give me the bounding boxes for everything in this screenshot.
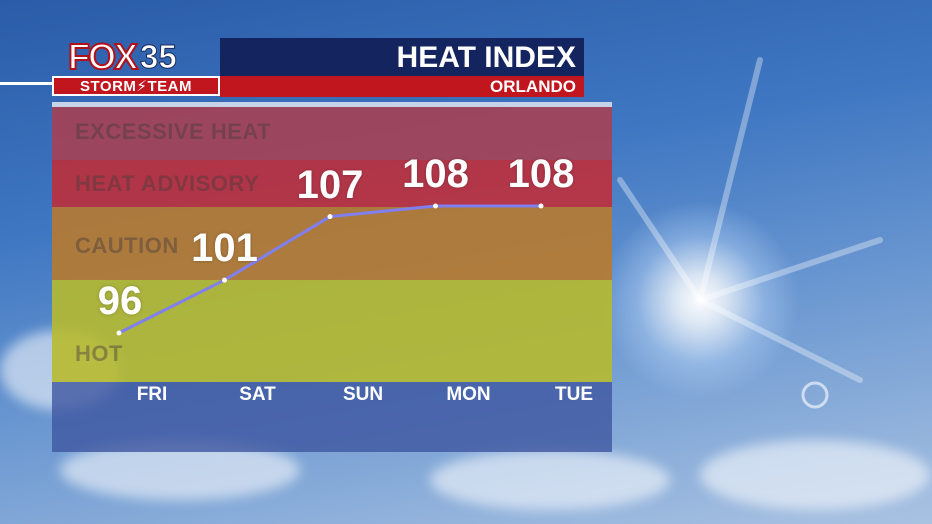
- accent-line: [0, 82, 52, 85]
- page-title: HEAT INDEX: [220, 38, 584, 76]
- band-label-excessive: EXCESSIVE HEAT: [75, 119, 272, 144]
- day-label-mon: MON: [446, 384, 491, 405]
- day-label-sun: SUN: [342, 384, 384, 405]
- storm-team-badge: STORM⚡TEAM: [52, 76, 220, 96]
- band-hot: [52, 280, 612, 382]
- day-label-tue: TUE: [555, 384, 593, 405]
- data-point-fri: [116, 330, 122, 336]
- location-label: ORLANDO: [220, 76, 584, 97]
- value-label-sun: 107: [296, 162, 364, 207]
- plot-area: [116, 203, 544, 336]
- band-label-caution: CAUTION: [75, 233, 179, 258]
- logo-number: 35: [140, 38, 178, 76]
- data-point-tue: [538, 203, 544, 209]
- value-label-tue: 108: [507, 152, 575, 196]
- chart-top-strip: [52, 102, 612, 107]
- value-label-sat: 101: [191, 226, 258, 271]
- heat-index-chart: EXCESSIVE HEAT HEAT ADVISORY CAUTION HOT…: [52, 107, 612, 452]
- day-label-fri: FRI: [136, 384, 168, 405]
- sun-glow: [600, 200, 800, 400]
- band-label-hot: HOT: [75, 341, 123, 366]
- data-point-sat: [222, 277, 227, 283]
- station-logo: FOX 35: [67, 36, 218, 77]
- data-point-mon: [433, 203, 438, 209]
- band-label-advisory: HEAT ADVISORY: [75, 171, 260, 196]
- header-banner: FOX 35 STORM⚡TEAM HEAT INDEX ORLANDO: [52, 36, 584, 97]
- band-caution: [52, 207, 612, 280]
- day-label-sat: SAT: [239, 384, 276, 405]
- band-heat-advisory: [52, 160, 612, 207]
- logo-fox: FOX: [67, 36, 139, 77]
- band-excessive-heat: [52, 107, 612, 160]
- value-label-fri: 96: [97, 279, 143, 323]
- cloud: [430, 450, 670, 510]
- cloud: [700, 440, 930, 510]
- band-base: [52, 382, 612, 452]
- value-label-mon: 108: [402, 152, 469, 196]
- data-point-sun: [327, 214, 333, 220]
